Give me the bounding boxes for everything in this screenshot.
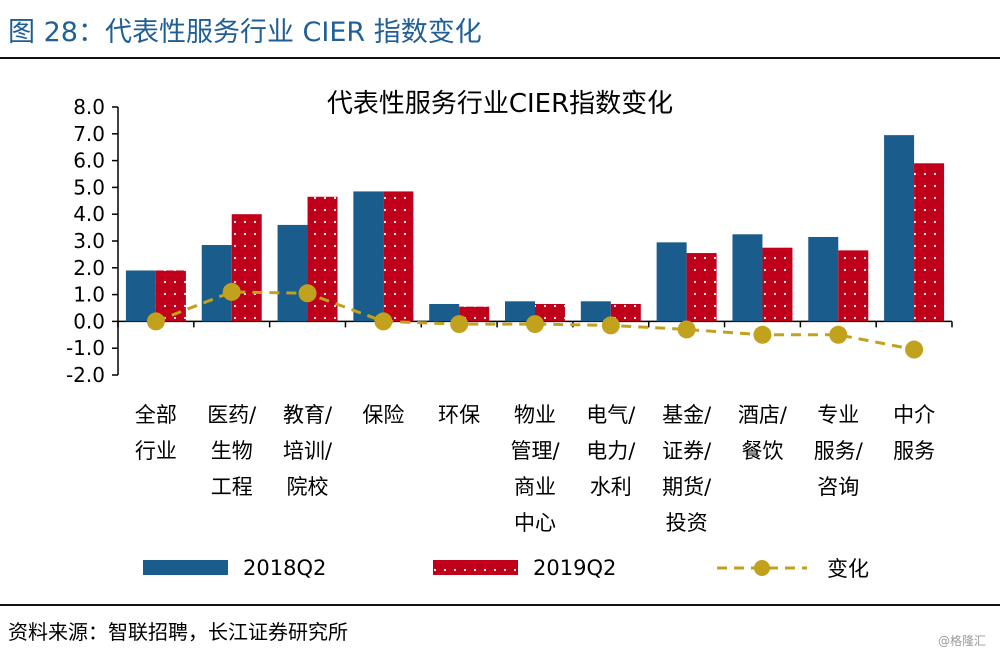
bar-2019Q2-5: [535, 303, 565, 322]
bar-2018Q2-9: [808, 236, 839, 322]
legend-swatch: [143, 560, 228, 575]
legend-item-变化: 变化: [717, 557, 869, 581]
change-point-0: [146, 312, 165, 331]
source-note: 资料来源：智联招聘，长江证券研究所: [8, 620, 348, 644]
x-category-label: 医药/生物工程: [207, 403, 257, 499]
change-line-group: [146, 282, 924, 359]
y-tick-label: -1.0: [66, 336, 105, 360]
change-point-10: [905, 340, 924, 359]
legend: 2018Q2 2019Q2 变化: [143, 556, 869, 581]
source-divider: [0, 604, 1000, 606]
legend-label: 2019Q2: [533, 556, 616, 580]
x-category-label: 全部行业: [135, 403, 177, 463]
y-tick-label: 0.0: [73, 309, 105, 333]
cier-chart: 代表性服务行业CIER指数变化 8.0 7.0 6.05.0 4.0 3.0 2.0 1.0…: [66, 89, 953, 581]
legend-swatch: [433, 560, 518, 575]
y-tick-label: 8.0: [73, 95, 105, 119]
y-tick-label: 1.0: [73, 283, 105, 307]
bar-2018Q2-6: [580, 301, 611, 322]
legend-item-2019Q2: 2019Q2: [433, 556, 616, 580]
bar-2018Q2-10: [884, 135, 915, 322]
y-tick-label: -2.0: [66, 363, 105, 387]
chart-title: 代表性服务行业CIER指数变化: [327, 89, 673, 119]
bar-2019Q2-2: [307, 196, 338, 322]
change-point-9: [829, 325, 848, 344]
change-point-8: [753, 325, 772, 344]
figure-title: 图 28：代表性服务行业 CIER 指数变化: [8, 17, 482, 48]
bar-2019Q2-7: [686, 253, 717, 322]
y-tick-label: 5.0: [73, 175, 105, 199]
change-point-5: [526, 315, 544, 334]
x-category-label: 电气/电力/水利: [586, 403, 636, 499]
change-point-2: [298, 284, 317, 303]
bar-2018Q2-3: [353, 191, 384, 322]
bar-2018Q2-8: [732, 234, 763, 322]
bar-2018Q2-2: [277, 224, 308, 322]
x-category-label: 酒店/餐饮: [738, 403, 788, 463]
change-point-7: [677, 320, 696, 339]
x-category-label: 基金/证券/期货/投资: [662, 403, 712, 535]
bar-2018Q2-7: [656, 242, 687, 322]
bar-2019Q2-3: [383, 191, 414, 322]
y-tick-label: 4.0: [73, 202, 105, 226]
bar-2019Q2-6: [610, 303, 641, 322]
y-tick-label: 2.0: [73, 256, 105, 280]
y-axis: 8.0 7.0 6.05.0 4.0 3.0 2.0 1.00.0 -1.0 -2.0: [66, 95, 953, 387]
title-divider: [0, 57, 1000, 59]
x-category-label: 保险: [362, 403, 404, 427]
y-tick-label: 6.0: [73, 149, 105, 173]
change-point-3: [374, 312, 393, 331]
bar-2018Q2-4: [429, 303, 460, 322]
legend-item-2018Q2: 2018Q2: [143, 556, 326, 580]
bar-2018Q2-1: [201, 245, 232, 322]
bar-2019Q2-1: [231, 214, 262, 322]
bar-2019Q2-8: [762, 247, 793, 322]
legend-marker: [754, 560, 770, 576]
x-category-label: 物业管理/商业中心: [510, 403, 560, 535]
x-category-label: 环保: [438, 403, 480, 427]
x-category-label: 教育/培训/院校: [283, 403, 333, 499]
x-category-label: 中介服务: [893, 403, 935, 463]
change-point-4: [450, 315, 469, 334]
watermark: @格隆汇: [937, 634, 986, 648]
x-category-label: 专业服务/咨询: [814, 403, 864, 499]
bar-2019Q2-9: [838, 250, 869, 322]
bars-group: [125, 135, 945, 322]
y-tick-label: 7.0: [73, 122, 105, 146]
bar-2019Q2-4: [459, 306, 490, 322]
change-point-6: [601, 316, 620, 335]
legend-label: 2018Q2: [243, 556, 326, 580]
legend-label: 变化: [827, 557, 869, 581]
change-point-1: [222, 282, 241, 301]
bar-2018Q2-0: [125, 270, 156, 322]
bar-2019Q2-10: [914, 163, 945, 322]
bar-2018Q2-5: [505, 301, 535, 322]
y-tick-label: 3.0: [73, 229, 105, 253]
